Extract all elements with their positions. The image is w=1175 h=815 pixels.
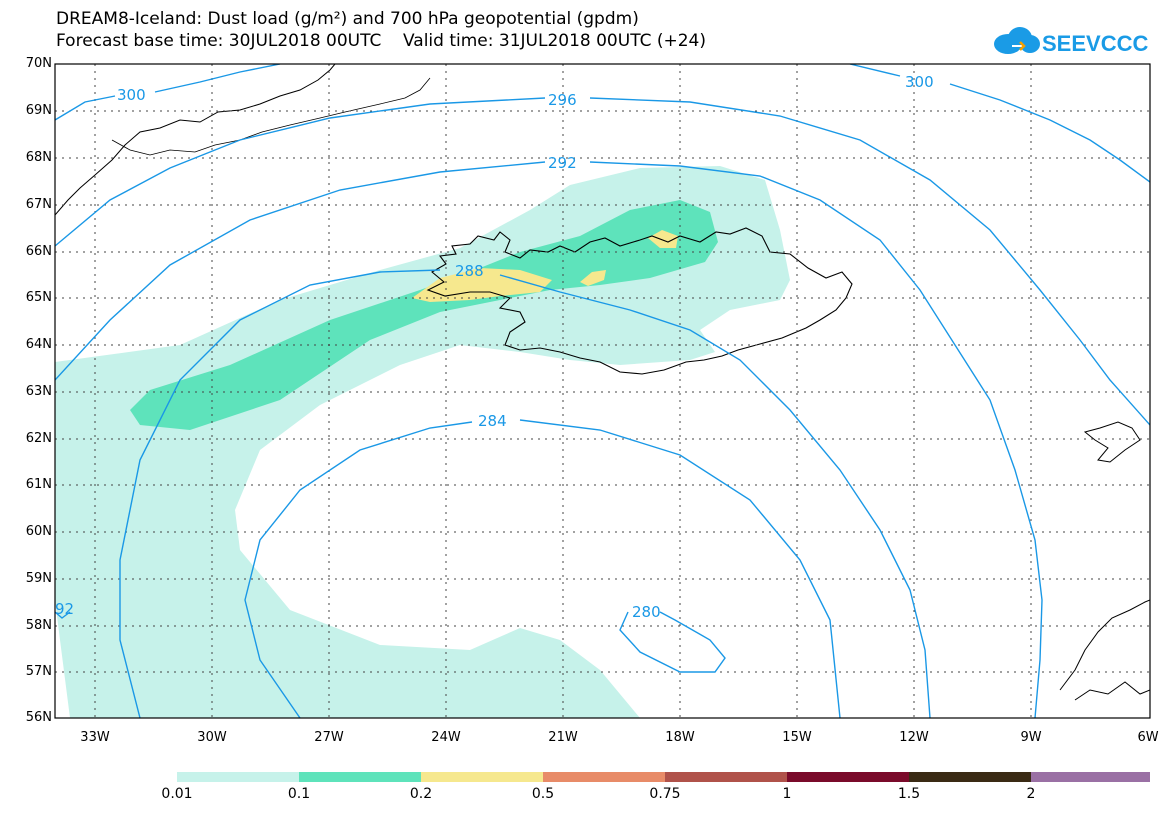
contour-label-284: 284 [478, 412, 507, 430]
dust-area-mid [130, 200, 718, 430]
map-subtitle: Forecast base time: 30JUL2018 00UTC Vali… [56, 31, 706, 51]
colorbar-label: 2 [1026, 786, 1036, 802]
lat-label: 60N [25, 524, 52, 539]
colorbar-label: 1 [782, 786, 792, 802]
lat-label: 57N [25, 664, 52, 679]
map-title: DREAM8-Iceland: Dust load (g/m²) and 700… [56, 9, 639, 29]
contour-284 [244, 419, 841, 718]
lat-label: 61N [25, 477, 52, 492]
lat-label: 63N [25, 384, 52, 399]
contour-label-296: 296 [548, 91, 577, 109]
dust-area-high-west [412, 268, 552, 302]
contour-300-east [849, 64, 1150, 183]
lon-label: 33W [80, 730, 110, 745]
colorbar-label: 0.01 [161, 786, 193, 802]
contour-300-west [55, 64, 281, 121]
lon-label: 9W [1020, 730, 1042, 745]
colorbar-label: 1.5 [897, 786, 921, 802]
lon-label: 21W [548, 730, 578, 745]
contour-292 [55, 161, 1043, 718]
lon-label: 24W [431, 730, 461, 745]
colorbar-swatch [177, 772, 299, 782]
contour-label-300-west: 300 [117, 86, 146, 104]
contour-label-292-southwest: 92 [55, 600, 74, 618]
contour-292-southwest [55, 611, 71, 619]
dust-area-high-north [648, 230, 678, 248]
contour-label-280: 280 [632, 603, 661, 621]
contour-296 [55, 97, 1150, 426]
colorbar-label: 0.2 [409, 786, 433, 802]
colorbar-swatch [421, 772, 543, 782]
colorbar-swatch [665, 772, 787, 782]
lat-label: 62N [25, 431, 52, 446]
colorbar-label: 0.5 [531, 786, 555, 802]
contour-288 [119, 269, 931, 718]
lat-label: 58N [25, 618, 52, 633]
lat-label: 56N [25, 710, 52, 725]
lon-label: 18W [665, 730, 695, 745]
greenland-coastline [55, 64, 336, 216]
lon-label: 12W [899, 730, 929, 745]
lat-label: 69N [25, 103, 52, 118]
colorbar-swatch [787, 772, 909, 782]
colorbar-label: 0.1 [287, 786, 311, 802]
lon-label: 6W [1137, 730, 1159, 745]
contour-label-292: 292 [548, 154, 577, 172]
contour-label-300-east: 300 [905, 73, 934, 91]
cloud-icon [994, 27, 1040, 54]
lat-label: 64N [25, 337, 52, 352]
scotland-coast [1059, 599, 1150, 701]
lon-label: 27W [314, 730, 344, 745]
lat-label: 65N [25, 290, 52, 305]
greenland-inland-coast [111, 77, 431, 156]
grid-lines [55, 64, 1150, 718]
dust-area-high-center [580, 270, 606, 286]
colorbar-label: 0.75 [649, 786, 681, 802]
seevccc-logo: SEEVCCC [994, 27, 1148, 56]
map-frame [54, 63, 1151, 719]
logo-text: SEEVCCC [1042, 31, 1148, 56]
colorbar-swatch [909, 772, 1031, 782]
faroe-coast [1083, 421, 1141, 463]
lat-label: 66N [25, 244, 52, 259]
colorbar-swatch [1031, 772, 1150, 782]
lon-label: 15W [782, 730, 812, 745]
lat-label: 67N [25, 197, 52, 212]
colorbar-swatch [299, 772, 421, 782]
lat-label: 59N [25, 571, 52, 586]
contour-280 [619, 611, 726, 673]
contour-label-288: 288 [455, 262, 484, 280]
lon-label: 30W [197, 730, 227, 745]
colorbar-swatch [543, 772, 665, 782]
iceland-coastline [426, 227, 853, 375]
lat-label: 68N [25, 150, 52, 165]
lat-label: 70N [25, 56, 52, 71]
